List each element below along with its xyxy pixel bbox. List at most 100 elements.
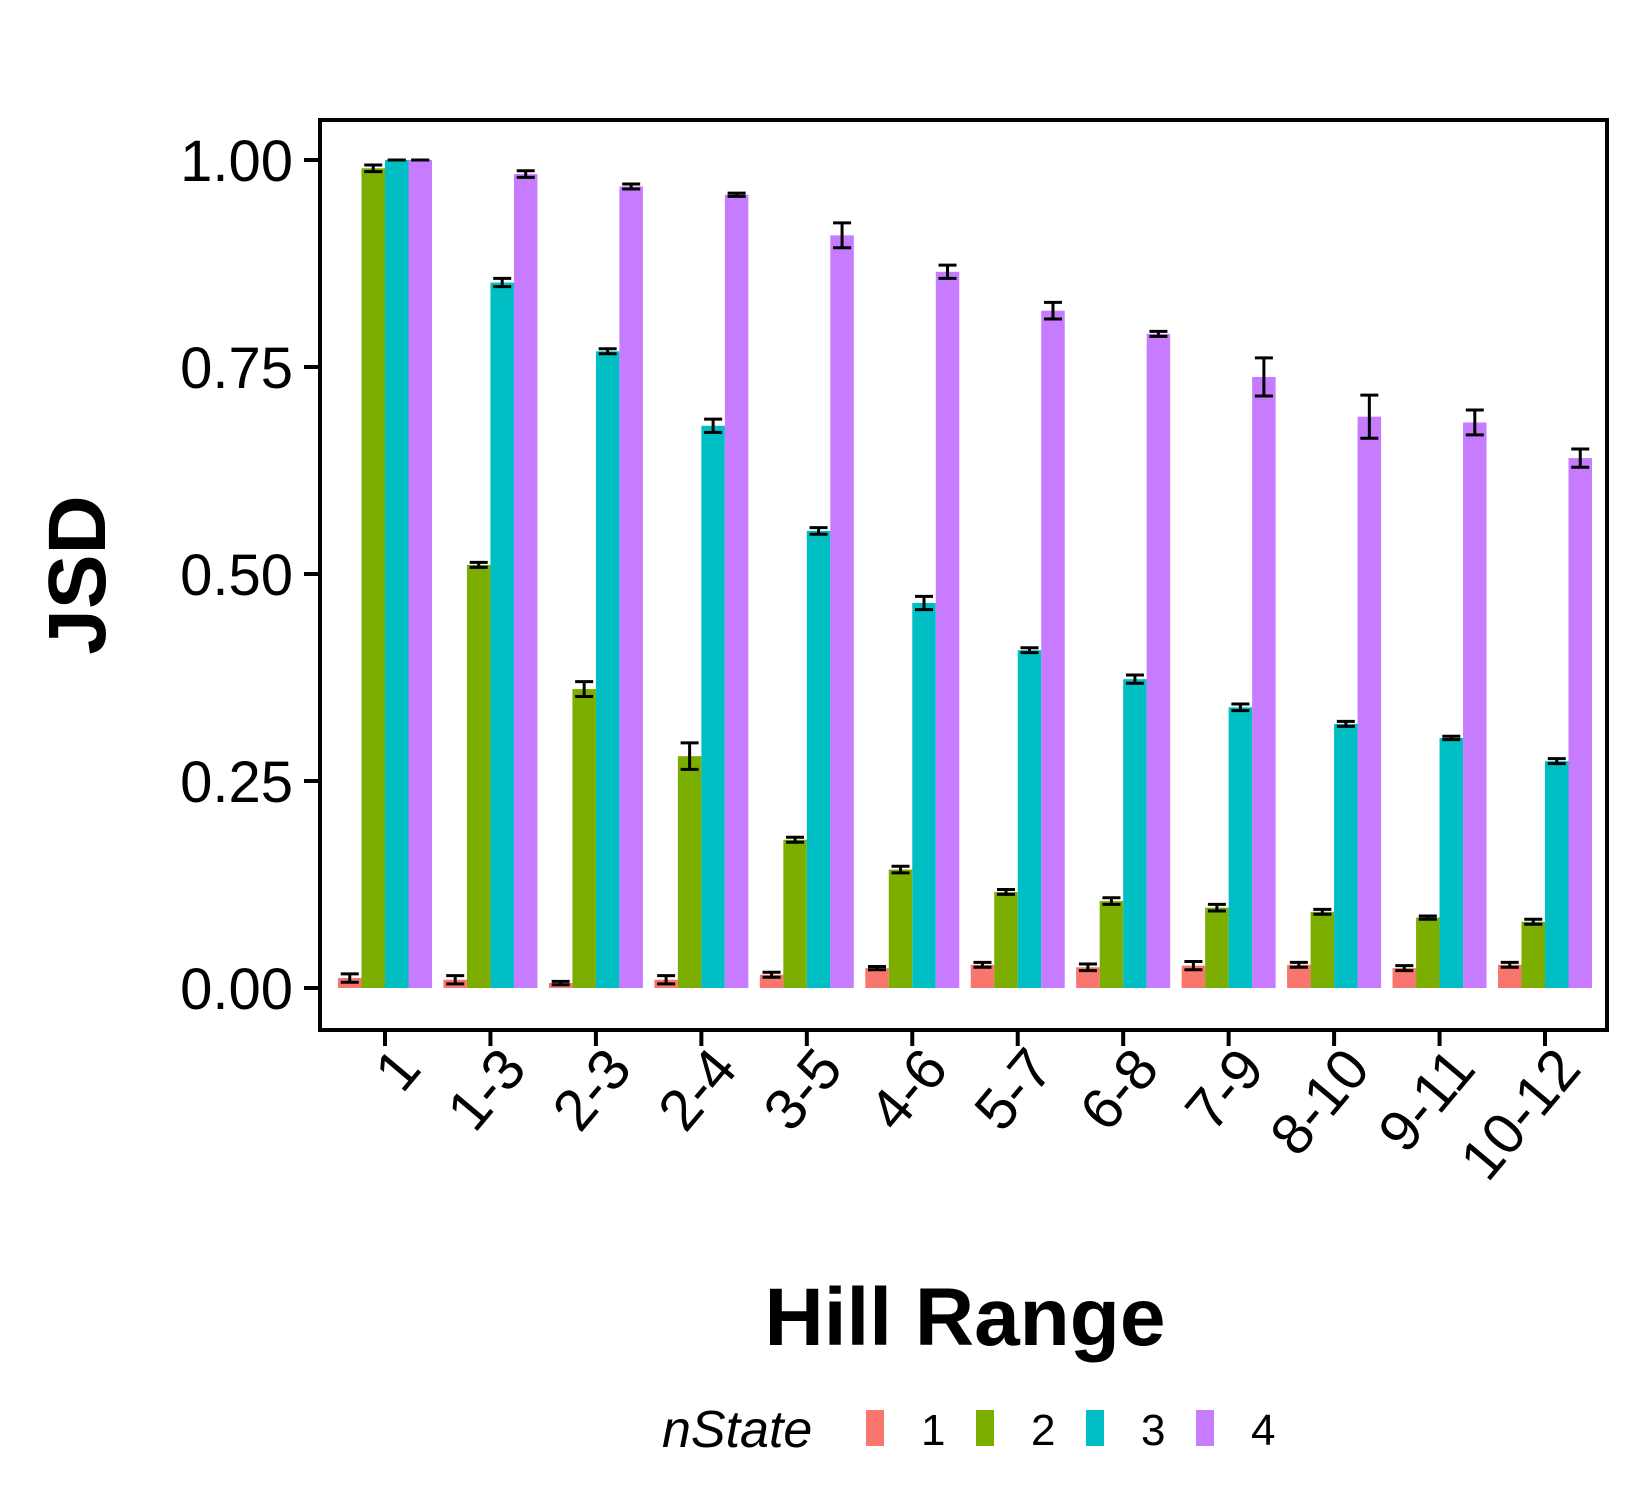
bar-8-10-nstate-4 — [1357, 416, 1382, 988]
error-bar-2-3-nstate-4 — [622, 182, 641, 191]
bar-2-3-nstate-2 — [572, 689, 596, 988]
bar-4-6-nstate-2 — [888, 869, 913, 988]
bar-2-3-nstate-4 — [619, 186, 643, 989]
bar-6-8-nstate-4 — [1146, 333, 1171, 988]
bar-4-6-nstate-1 — [865, 968, 889, 988]
error-bar-1-nstate-2 — [364, 163, 383, 174]
legend-label-nstate-2: 2 — [1031, 1406, 1055, 1455]
error-bar-9-11-nstate-1 — [1395, 964, 1414, 973]
error-bar-3-5-nstate-4 — [833, 221, 852, 250]
error-bar-9-11-nstate-4 — [1465, 408, 1484, 437]
error-bar-7-9-nstate-2 — [1207, 902, 1226, 913]
error-bar-9-11-nstate-3 — [1442, 734, 1461, 742]
error-bar-1-3-nstate-1 — [446, 974, 465, 986]
bar-9-11-nstate-2 — [1416, 917, 1440, 988]
y-tick-label: 0.25 — [180, 750, 293, 815]
error-bar-2-4-nstate-4 — [727, 191, 746, 198]
y-tick-label: 0.50 — [180, 543, 293, 608]
error-bar-8-10-nstate-2 — [1313, 907, 1332, 916]
error-bar-1-3-nstate-4 — [516, 169, 535, 179]
error-bar-7-9-nstate-4 — [1254, 356, 1273, 398]
bar-6-8-nstate-3 — [1123, 679, 1147, 988]
error-bar-10-12-nstate-1 — [1500, 960, 1519, 969]
error-bar-8-10-nstate-1 — [1289, 960, 1308, 969]
error-bar-4-6-nstate-1 — [868, 964, 887, 972]
legend-key-nstate-3 — [1086, 1410, 1104, 1446]
legend-key-nstate-4 — [1196, 1410, 1214, 1446]
error-bar-2-4-nstate-2 — [680, 741, 699, 771]
error-bar-1-3-nstate-3 — [493, 276, 512, 289]
bar-10-12-nstate-2 — [1521, 921, 1545, 988]
bar-2-4-nstate-3 — [701, 425, 725, 989]
legend-key-nstate-2 — [976, 1410, 994, 1446]
error-bar-4-6-nstate-2 — [891, 864, 910, 875]
bar-10-12-nstate-4 — [1568, 458, 1592, 989]
error-bar-8-10-nstate-3 — [1336, 719, 1355, 728]
legend-label-nstate-4: 4 — [1251, 1406, 1275, 1455]
bar-8-10-nstate-1 — [1287, 964, 1311, 988]
y-tick-label: 0.75 — [180, 336, 293, 401]
bar-6-8-nstate-1 — [1076, 967, 1100, 988]
bar-1-3-nstate-3 — [490, 282, 514, 988]
bar-5-7-nstate-3 — [1017, 650, 1042, 988]
bar-3-5-nstate-4 — [830, 235, 854, 988]
error-bar-10-12-nstate-3 — [1547, 757, 1566, 766]
error-bar-4-6-nstate-4 — [938, 263, 957, 280]
error-bar-5-7-nstate-2 — [996, 887, 1015, 896]
error-bar-1-nstate-1 — [340, 972, 359, 984]
error-bar-3-5-nstate-1 — [762, 970, 781, 979]
bar-7-9-nstate-3 — [1228, 707, 1253, 988]
bar-10-12-nstate-3 — [1545, 761, 1569, 988]
x-axis-title: Hill Range — [765, 1272, 1166, 1363]
legend-label-nstate-1: 1 — [921, 1406, 945, 1455]
bar-1-nstate-2 — [361, 168, 385, 988]
error-bar-5-7-nstate-4 — [1043, 300, 1062, 321]
error-bar-2-3-nstate-1 — [551, 979, 570, 987]
bar-7-9-nstate-4 — [1252, 376, 1276, 988]
error-bar-7-9-nstate-3 — [1231, 702, 1250, 713]
bar-5-7-nstate-4 — [1041, 310, 1065, 988]
error-bar-9-11-nstate-2 — [1418, 914, 1437, 921]
error-bar-2-3-nstate-2 — [575, 680, 594, 699]
error-bar-5-7-nstate-1 — [973, 960, 992, 969]
bar-9-11-nstate-1 — [1392, 968, 1417, 988]
bar-9-11-nstate-4 — [1463, 422, 1487, 988]
error-bar-6-8-nstate-3 — [1125, 673, 1144, 685]
bar-2-4-nstate-4 — [724, 194, 749, 988]
bar-2-4-nstate-2 — [677, 756, 702, 988]
error-bar-6-8-nstate-2 — [1102, 896, 1121, 906]
error-bar-3-5-nstate-2 — [786, 835, 805, 844]
error-bar-2-3-nstate-3 — [598, 347, 617, 356]
bar-7-9-nstate-2 — [1205, 907, 1229, 988]
error-bar-1-3-nstate-2 — [469, 560, 488, 569]
bar-5-7-nstate-1 — [970, 964, 995, 988]
bar-1-3-nstate-2 — [466, 564, 491, 988]
bar-6-8-nstate-2 — [1099, 901, 1124, 988]
legend-key-nstate-1 — [866, 1410, 884, 1446]
error-bar-6-8-nstate-4 — [1149, 329, 1168, 338]
y-tick-label: 1.00 — [180, 129, 293, 194]
bar-8-10-nstate-3 — [1334, 723, 1358, 988]
error-bar-2-4-nstate-1 — [657, 974, 676, 986]
plot-area — [338, 158, 1592, 989]
bar-4-6-nstate-3 — [912, 602, 936, 988]
legend-label-nstate-3: 3 — [1141, 1406, 1165, 1455]
error-bar-3-5-nstate-3 — [809, 526, 828, 536]
error-bar-8-10-nstate-4 — [1360, 393, 1379, 440]
bar-3-5-nstate-2 — [783, 839, 807, 988]
y-axis-title: JSD — [32, 495, 123, 655]
legend: nState 1 2 3 4 — [662, 1401, 1275, 1459]
error-bar-6-8-nstate-1 — [1078, 962, 1097, 973]
error-bar-7-9-nstate-1 — [1184, 960, 1203, 972]
error-bar-2-4-nstate-3 — [704, 417, 723, 434]
bar-1-3-nstate-4 — [513, 174, 538, 989]
legend-title: nState — [662, 1401, 812, 1459]
bar-10-12-nstate-1 — [1498, 964, 1522, 988]
bar-4-6-nstate-4 — [935, 271, 960, 988]
bar-8-10-nstate-2 — [1310, 911, 1335, 988]
bar-2-3-nstate-3 — [595, 351, 620, 988]
bar-1-nstate-4 — [408, 160, 432, 988]
bar-9-11-nstate-3 — [1439, 737, 1464, 988]
error-bar-5-7-nstate-3 — [1020, 646, 1039, 655]
